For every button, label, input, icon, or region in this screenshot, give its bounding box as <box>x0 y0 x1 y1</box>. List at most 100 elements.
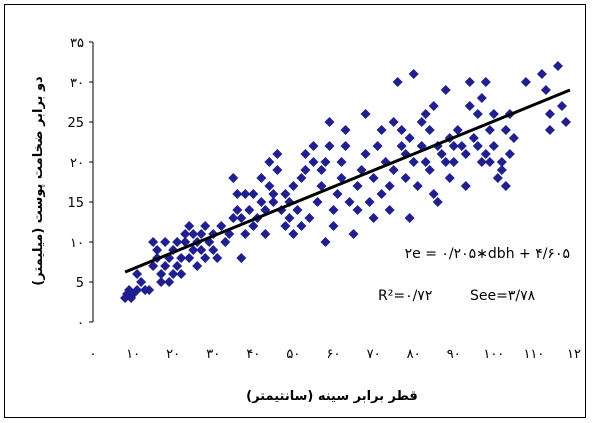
data-point <box>200 253 211 263</box>
data-point <box>240 189 251 199</box>
data-point <box>320 157 331 167</box>
data-point <box>192 261 203 271</box>
data-point <box>492 173 503 183</box>
x-tick-label: ۸۰ <box>407 347 421 362</box>
data-point <box>488 109 499 119</box>
data-point <box>384 181 395 191</box>
y-tick-label: 5 <box>76 276 84 291</box>
data-point <box>388 117 399 127</box>
data-point <box>232 189 243 199</box>
data-point <box>348 229 359 239</box>
data-point <box>396 141 407 151</box>
x-tick-label: ۱۱۰ <box>523 347 544 362</box>
data-point <box>304 213 315 223</box>
data-point <box>156 277 167 287</box>
data-point <box>396 125 407 135</box>
data-point <box>284 213 295 223</box>
data-point <box>484 157 495 167</box>
data-point <box>164 277 175 287</box>
data-point <box>272 149 283 159</box>
data-point <box>228 173 239 183</box>
data-point <box>208 245 219 255</box>
data-point <box>416 117 427 127</box>
data-point <box>268 197 279 207</box>
data-point <box>324 141 335 151</box>
data-point <box>460 181 471 191</box>
data-point <box>428 101 439 111</box>
data-point <box>428 189 439 199</box>
data-point <box>420 109 431 119</box>
data-point <box>340 141 351 151</box>
data-point <box>544 109 555 119</box>
x-ticks: ۰ ۱۰ ۲۰ ۳۰ ۴۰ ۵۰ ۶۰ ۷۰ ۸۰ ۹۰ ۱۰۰ ۱۱۰ ۱۲ <box>90 347 581 362</box>
data-point <box>344 197 355 207</box>
data-point <box>540 85 551 95</box>
data-point <box>408 157 419 167</box>
data-point <box>228 213 239 223</box>
x-axis-label: قطر برابر سینه (سانتیمتر) <box>246 389 418 404</box>
data-point <box>352 205 363 215</box>
data-point <box>288 181 299 191</box>
data-point <box>188 229 199 239</box>
y-ticks: ۰ 5 ۱۰ 15 ۲۰ 25 ۳۰ ۳۵ <box>67 36 93 331</box>
data-point <box>328 221 339 231</box>
data-point <box>268 189 279 199</box>
y-axis-label: دو برابر ضخامت پوست (میلیمتر) <box>31 76 46 286</box>
data-point <box>408 69 419 79</box>
data-point <box>468 133 479 143</box>
data-point <box>552 61 563 71</box>
data-point <box>488 141 499 151</box>
data-point <box>316 165 327 175</box>
data-point <box>372 141 383 151</box>
data-point <box>188 245 199 255</box>
data-point <box>184 253 195 263</box>
data-point <box>484 125 495 135</box>
data-point <box>240 229 251 239</box>
data-point <box>132 285 143 295</box>
x-tick-label: ۳۰ <box>206 347 220 362</box>
data-point <box>464 77 475 87</box>
data-point <box>376 189 387 199</box>
data-point <box>292 205 303 215</box>
equation-annotation: ۲e = ۰/۲۰۵∗dbh + ۴/۶۰۵ <box>405 246 570 262</box>
data-point <box>504 149 515 159</box>
data-point <box>500 125 511 135</box>
data-point <box>200 221 211 231</box>
x-tick-label: ۱۰ <box>126 347 140 362</box>
data-point <box>544 125 555 135</box>
x-tick-label: ۶۰ <box>327 347 341 362</box>
see-annotation: See=۳/۷۸ <box>470 288 536 304</box>
data-point <box>340 125 351 135</box>
data-point <box>520 77 531 87</box>
x-tick-label: ۱۰۰ <box>483 347 504 362</box>
data-point <box>176 269 187 279</box>
data-point <box>232 205 243 215</box>
data-point <box>352 181 363 191</box>
data-point <box>324 117 335 127</box>
data-point <box>280 221 291 231</box>
data-point <box>260 229 271 239</box>
y-tick-label: ۱۰ <box>70 236 84 251</box>
data-point <box>136 277 147 287</box>
x-tick-label: ۲۰ <box>166 347 180 362</box>
data-point <box>336 173 347 183</box>
data-point <box>264 157 275 167</box>
data-point <box>144 285 155 295</box>
data-point <box>500 181 511 191</box>
data-point <box>412 181 423 191</box>
data-point <box>508 133 519 143</box>
data-point <box>300 165 311 175</box>
y-tick-label: ۰ <box>77 316 84 331</box>
y-tick-label: ۳۰ <box>70 76 84 91</box>
data-point <box>216 221 227 231</box>
data-point <box>456 141 467 151</box>
data-point <box>308 157 319 167</box>
data-point <box>172 237 183 247</box>
data-point <box>440 157 451 167</box>
x-tick-label: ۵۰ <box>286 347 300 362</box>
data-point <box>424 165 435 175</box>
y-tick-label: 25 <box>67 116 84 131</box>
data-point <box>132 269 143 279</box>
data-point <box>368 213 379 223</box>
data-point <box>536 69 547 79</box>
